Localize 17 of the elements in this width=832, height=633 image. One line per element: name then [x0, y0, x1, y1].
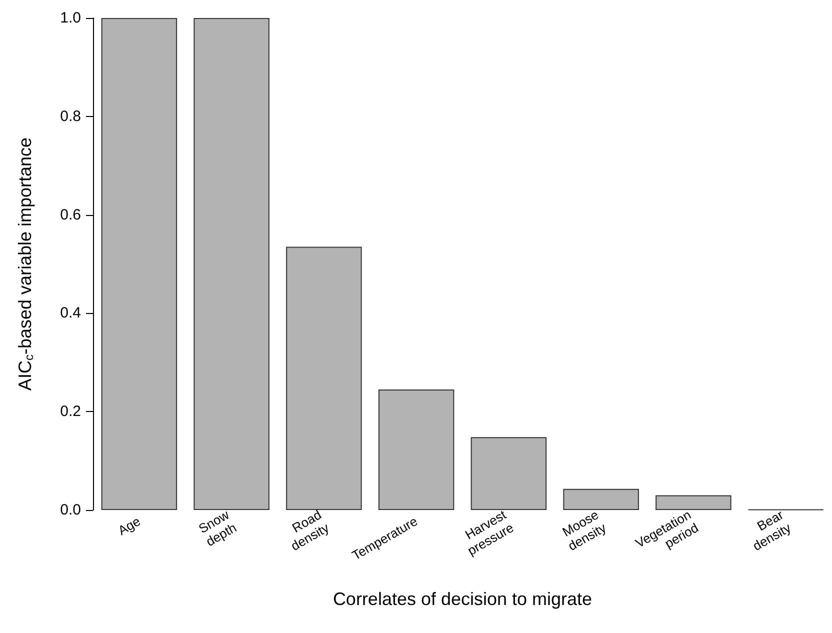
bar	[470, 437, 547, 510]
y-tick-label: 0.8	[60, 108, 81, 125]
x-tick-label: Snow depth	[196, 506, 240, 550]
bar	[563, 488, 639, 510]
y-tick-label: 1.0	[60, 10, 81, 26]
y-axis-title: AICc-based variable importance	[15, 137, 36, 391]
bar	[194, 18, 270, 510]
bar	[101, 18, 178, 510]
y-tick-label: 0.6	[60, 206, 81, 224]
y-tick-label: 0.2	[60, 403, 81, 420]
x-tick-label: Age	[115, 514, 143, 538]
bar	[656, 495, 732, 510]
bar	[286, 246, 362, 510]
y-tick-label: 0.0	[60, 502, 81, 518]
x-axis-title: Correlates of decision to migrate	[332, 589, 592, 609]
bar	[378, 389, 454, 510]
y-tick-label: 0.4	[60, 304, 81, 322]
